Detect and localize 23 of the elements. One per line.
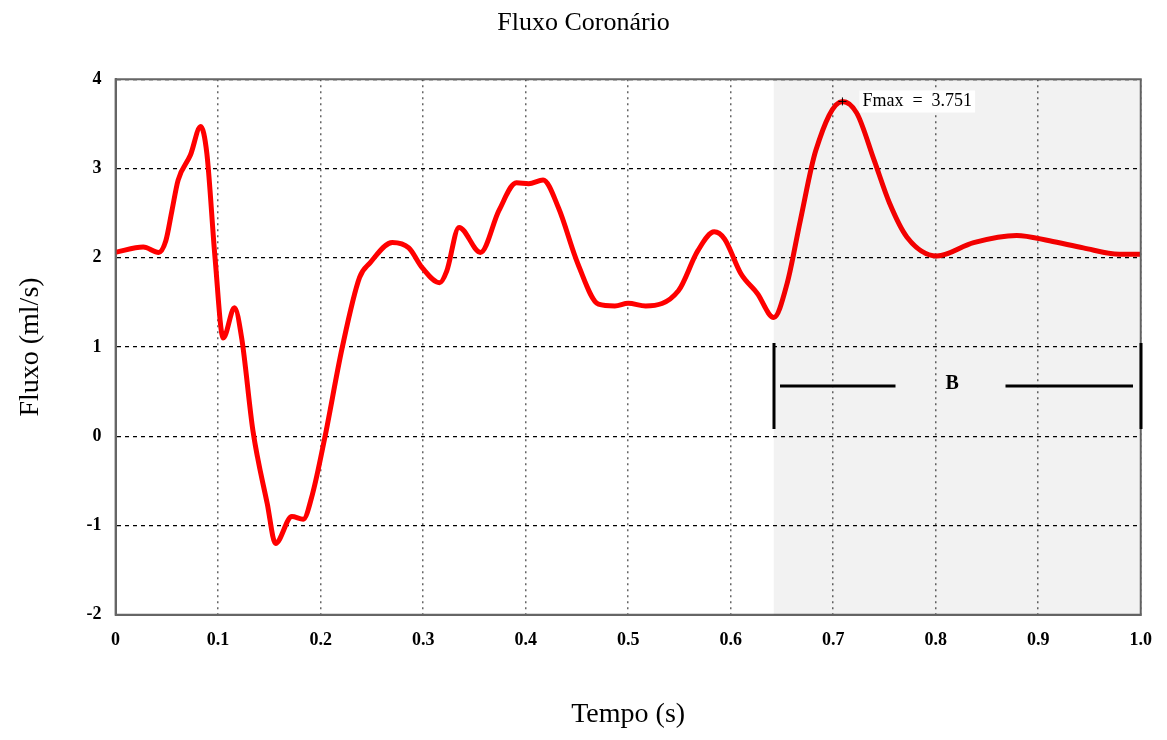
y-tick-label: 4 — [92, 67, 102, 88]
y-tick-label: 1 — [92, 335, 102, 356]
band-label: B — [945, 371, 959, 394]
y-tick-label: -2 — [86, 603, 102, 624]
y-axis-title: Fluxo (ml/s) — [13, 277, 45, 417]
x-tick-label: 0.7 — [821, 629, 845, 650]
x-tick-label: 0.4 — [514, 629, 537, 650]
x-tick-label: 0.1 — [206, 629, 230, 650]
x-tick-label: 0.2 — [309, 629, 332, 650]
y-tick-label: 3 — [92, 157, 102, 178]
y-tick-label: -1 — [86, 514, 102, 535]
x-tick-label: 0.9 — [1026, 629, 1050, 650]
x-tick-label: 0.5 — [616, 629, 640, 650]
x-axis-title: Tempo (s) — [571, 696, 686, 728]
y-tick-label: 2 — [92, 246, 102, 267]
annotation: Fmax = 3.751 — [862, 90, 973, 111]
x-tick-label: 0 — [111, 629, 121, 650]
x-tick-label: 1.0 — [1129, 629, 1152, 650]
x-tick-label: 0.8 — [924, 629, 947, 650]
y-tick-label: 0 — [92, 424, 102, 445]
x-tick-label: 0.3 — [411, 629, 435, 650]
chart-title: Fluxo Coronário — [497, 7, 670, 37]
x-tick-label: 0.6 — [719, 629, 742, 650]
